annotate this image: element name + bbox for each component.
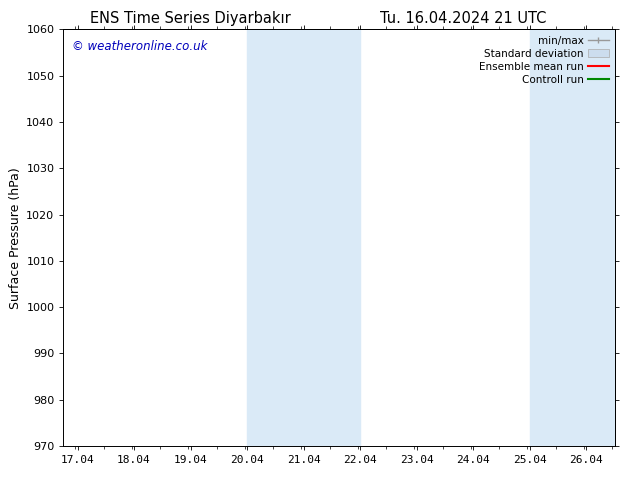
Text: Tu. 16.04.2024 21 UTC: Tu. 16.04.2024 21 UTC [380, 11, 546, 26]
Bar [247, 29, 360, 446]
Legend: min/max, Standard deviation, Ensemble mean run, Controll run: min/max, Standard deviation, Ensemble me… [475, 31, 613, 89]
Text: ENS Time Series Diyarbakır: ENS Time Series Diyarbakır [90, 11, 290, 26]
Bar [529, 29, 615, 446]
Y-axis label: Surface Pressure (hPa): Surface Pressure (hPa) [9, 167, 22, 309]
Text: © weatheronline.co.uk: © weatheronline.co.uk [72, 40, 207, 53]
